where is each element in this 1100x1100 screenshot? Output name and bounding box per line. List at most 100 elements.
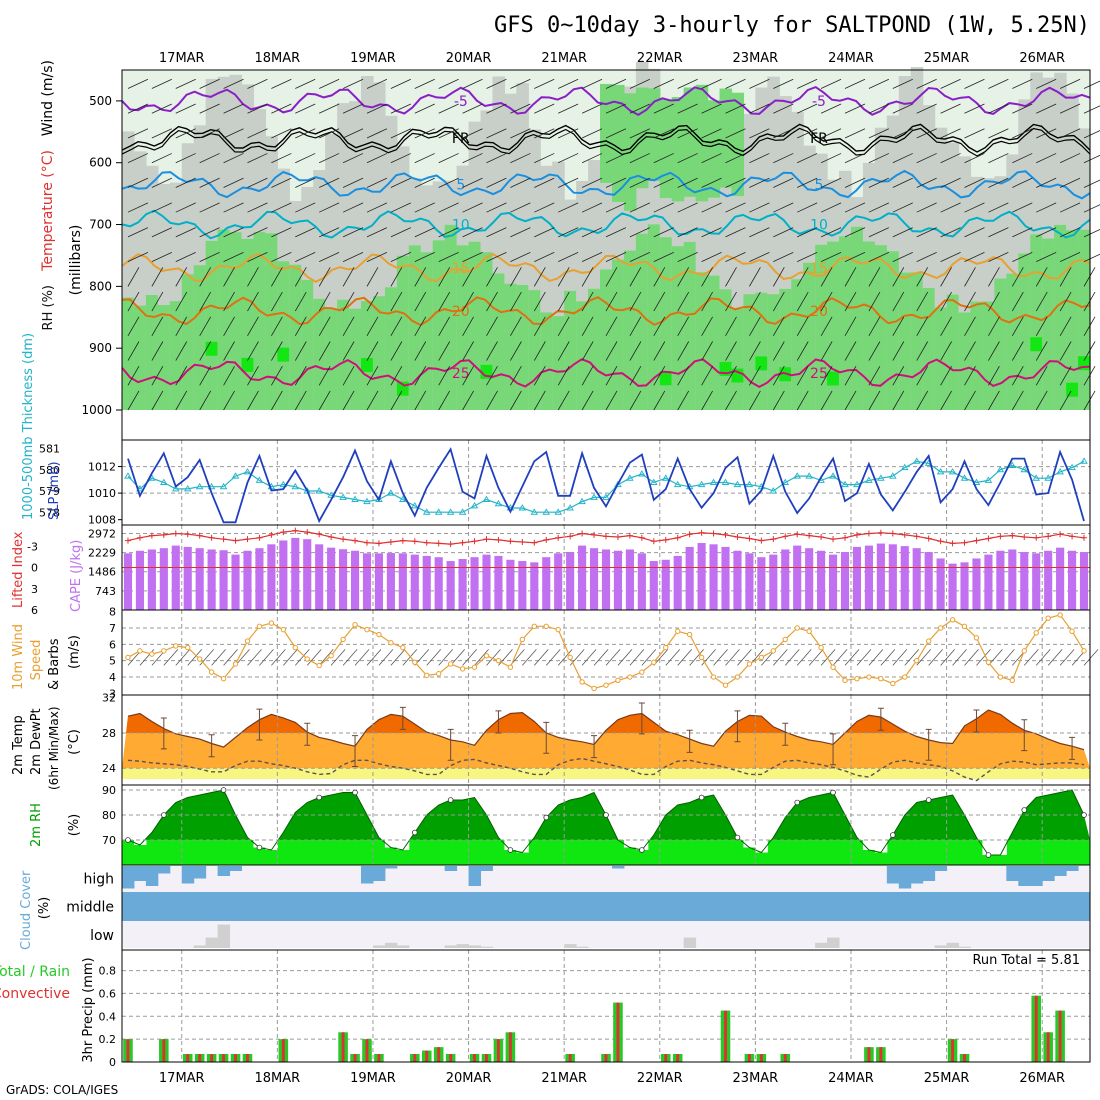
wind-speed-point	[842, 677, 848, 683]
cloud-middle-bar	[361, 892, 374, 921]
wind-barb	[295, 202, 316, 213]
wind-barb	[1059, 316, 1072, 337]
thickness-point	[482, 495, 491, 502]
thickness-point	[231, 472, 240, 479]
lifted-index-point	[1009, 532, 1016, 539]
lifted-index-point	[363, 539, 370, 546]
contour-label: 10	[810, 218, 828, 234]
wind-barb	[175, 341, 188, 361]
surface-wind-barb	[342, 649, 358, 666]
wind-barb	[940, 153, 961, 164]
date-tick-label: 18MAR	[255, 1071, 301, 1086]
wind-barb	[1035, 341, 1048, 361]
wind-speed-point	[555, 626, 561, 633]
wind10m-units: (m/s)	[67, 635, 82, 669]
thickness-tick-label: 579	[39, 485, 60, 498]
wind10m-label-1: 10m Wind	[11, 624, 26, 690]
thickness-axis-label: 1000-500mb Thickness (dm)	[21, 333, 36, 520]
lifted-index-point	[614, 534, 621, 541]
wind-barb	[223, 390, 235, 411]
cloud-middle-bar	[779, 892, 792, 921]
wind-tick-label: 7	[109, 622, 116, 635]
cloud-middle-bar	[456, 892, 470, 921]
wind-barb	[557, 291, 570, 312]
lifted-index-point	[256, 534, 263, 541]
wind-barb	[342, 227, 364, 238]
wind-barb	[1036, 103, 1057, 114]
rh-field-green	[743, 294, 756, 410]
wind-barb	[1012, 128, 1033, 139]
wind-barb	[533, 390, 546, 411]
lifted-index-point	[913, 533, 920, 540]
lifted-index-point	[722, 531, 729, 538]
thickness-point	[578, 497, 586, 505]
wind-barb	[438, 227, 459, 238]
wind-barb	[342, 341, 355, 361]
wind-barb	[271, 78, 292, 89]
rh-field-green	[635, 87, 649, 189]
wind-barb	[271, 390, 283, 411]
rh-field-green	[576, 301, 589, 410]
wind-barb	[151, 103, 172, 114]
cloud-middle-bar	[839, 892, 852, 921]
wind-barb	[223, 316, 235, 337]
lifted-axis-label: Lifted Index	[11, 531, 26, 608]
wind-barb	[1083, 80, 1100, 89]
rh-field-bright	[755, 356, 768, 371]
lifted-index-point	[1081, 534, 1088, 541]
wind-barb	[940, 267, 952, 287]
cape-lifted-panel: -3 0 3 6 2972 2229 1486 743 Lifted Index CAPE (…	[11, 524, 1091, 617]
rh-field-green	[683, 241, 697, 410]
wind-barb	[725, 267, 737, 287]
surface-wind-barb	[1035, 649, 1051, 666]
thickness-point	[853, 480, 861, 488]
wind-speed-point	[890, 680, 896, 687]
cloud-low-bar	[456, 944, 470, 948]
wind-barb	[796, 291, 809, 312]
wind-barb	[1036, 177, 1057, 188]
wind-barb	[366, 153, 388, 164]
wind-speed-point	[722, 682, 729, 688]
wind-barb	[127, 202, 149, 213]
wind-barb	[175, 227, 196, 238]
wind-barb	[988, 103, 1009, 114]
rh-field-green	[384, 287, 398, 410]
cape-bar	[255, 548, 264, 610]
wind-barb	[892, 227, 913, 238]
contour-label: FR	[452, 131, 470, 147]
wind-barb	[151, 177, 172, 188]
wind-barb	[581, 128, 603, 139]
wind-speed-point	[902, 674, 908, 680]
cape-bar	[482, 554, 491, 610]
date-tick-label: 25MAR	[924, 51, 970, 66]
rh-field-bright	[241, 357, 255, 372]
wind-barb	[820, 390, 833, 411]
date-tick-label: 19MAR	[350, 1071, 396, 1086]
wind-barb	[964, 78, 985, 89]
wind-barb	[629, 227, 651, 238]
lifted-index-point	[1033, 534, 1040, 541]
wind-barb	[510, 177, 531, 188]
wind-barb	[319, 153, 340, 164]
wind-barb	[820, 267, 833, 287]
wind-barb	[916, 128, 937, 139]
wind-barb	[1059, 78, 1081, 89]
wind-speed-point	[567, 654, 573, 661]
thickness-point	[709, 478, 718, 485]
cloud-level-label: low	[90, 928, 114, 944]
wind-barb	[868, 366, 881, 386]
precip-convective-bar	[413, 1054, 417, 1062]
thickness-point	[733, 480, 742, 488]
rh-field-green	[456, 245, 470, 410]
cape-axis-label: CAPE (J/kg)	[69, 540, 84, 612]
lifted-index-point	[925, 535, 932, 542]
lifted-index-point	[399, 537, 406, 544]
surface-wind-barb	[1083, 649, 1099, 666]
precip-convective-bar	[485, 1054, 488, 1062]
lifted-index-point	[268, 531, 275, 538]
wind-barb	[629, 103, 651, 114]
thickness-point	[661, 474, 670, 481]
wind-barb	[318, 316, 331, 337]
wind-barb	[462, 366, 474, 386]
wind-barb	[916, 202, 937, 213]
